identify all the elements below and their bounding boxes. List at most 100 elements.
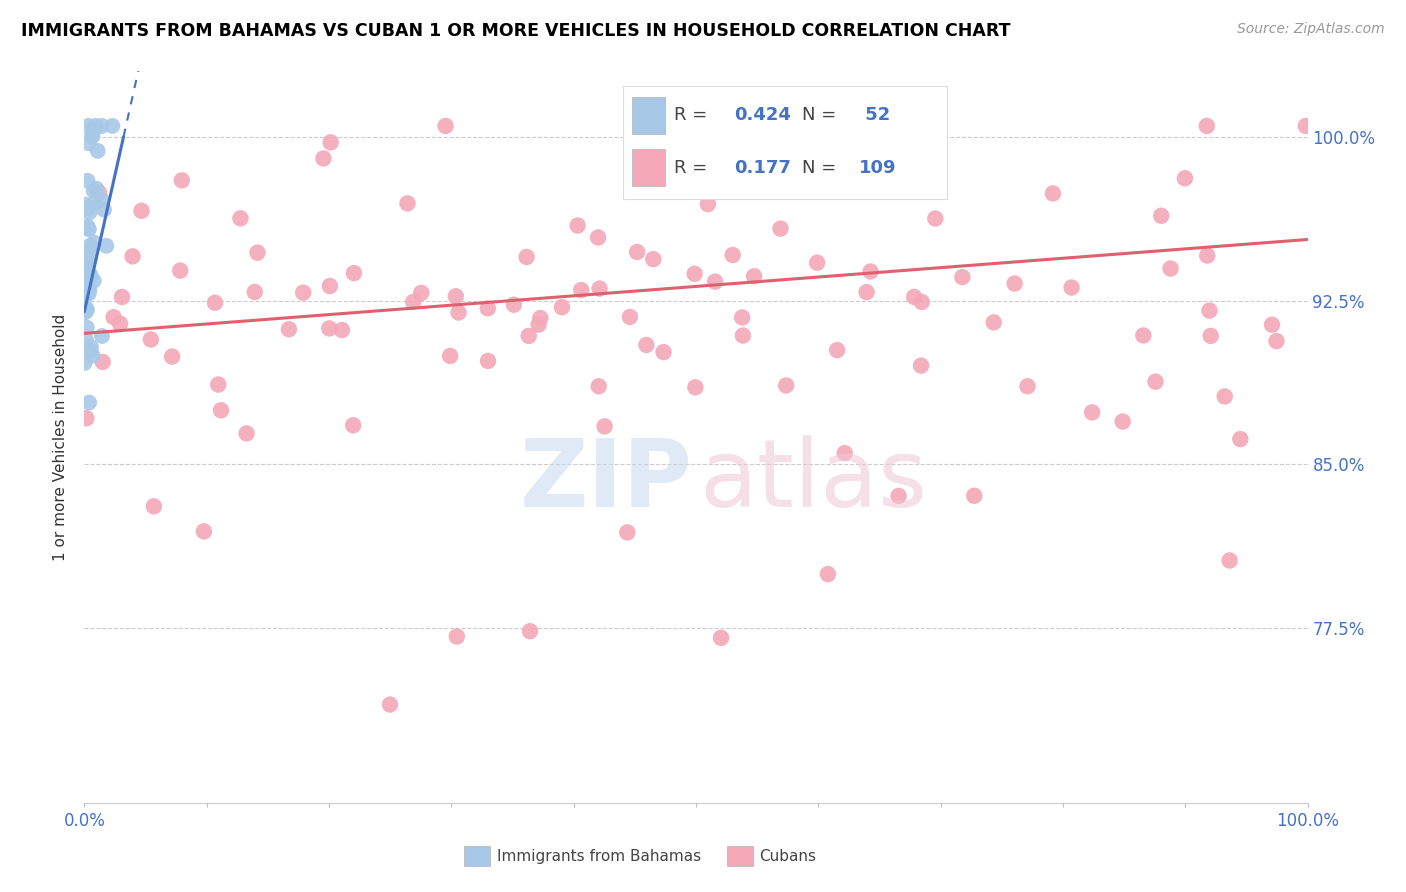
Point: [444, 289, 467, 303]
Point: [79, 283, 101, 297]
Point: [77, 278, 100, 293]
Point: [396, 196, 419, 211]
Point: [626, 244, 648, 259]
Point: [477, 354, 499, 368]
Point: [243, 285, 266, 299]
Point: [378, 698, 401, 712]
Point: [76, 286, 98, 301]
Point: [1060, 280, 1083, 294]
Point: [82, 349, 104, 363]
Y-axis label: 1 or more Vehicles in Household: 1 or more Vehicles in Household: [53, 313, 69, 561]
Point: [83, 184, 105, 198]
Point: [704, 275, 727, 289]
Point: [731, 328, 754, 343]
Point: [83, 274, 105, 288]
Point: [685, 380, 707, 394]
Point: [76, 320, 98, 334]
Point: [1265, 334, 1288, 348]
Point: [910, 359, 932, 373]
Point: [77, 395, 100, 409]
Point: [721, 248, 744, 262]
Text: Source: ZipAtlas.com: Source: ZipAtlas.com: [1237, 22, 1385, 37]
Point: [817, 567, 839, 582]
Point: [411, 285, 433, 300]
Point: [246, 245, 269, 260]
Point: [312, 152, 335, 166]
Point: [696, 197, 718, 211]
Point: [769, 221, 792, 235]
Point: [75, 301, 97, 316]
Point: [1150, 209, 1173, 223]
Text: ZIP: ZIP: [519, 435, 692, 527]
Point: [229, 211, 252, 226]
Point: [529, 310, 551, 325]
Point: [86, 144, 108, 158]
Point: [567, 219, 589, 233]
Point: [193, 524, 215, 539]
Point: [75, 255, 97, 269]
Point: [447, 305, 470, 319]
Point: [235, 426, 257, 441]
Point: [77, 286, 100, 301]
Point: [318, 321, 340, 335]
Point: [825, 343, 848, 358]
Point: [121, 249, 143, 263]
Point: [1017, 379, 1039, 393]
Point: [79, 205, 101, 219]
Point: [1197, 249, 1219, 263]
Point: [616, 525, 638, 540]
Point: [887, 489, 910, 503]
Point: [517, 329, 540, 343]
Point: [775, 378, 797, 392]
Point: [76, 303, 98, 318]
Point: [586, 230, 609, 244]
Point: [77, 136, 100, 151]
Point: [402, 295, 425, 310]
Point: [82, 129, 104, 144]
Point: [77, 201, 100, 215]
Text: Cubans: Cubans: [759, 848, 817, 863]
Point: [710, 631, 733, 645]
Point: [319, 136, 342, 150]
Point: [76, 343, 98, 358]
Point: [292, 285, 315, 300]
Point: [643, 252, 665, 267]
Point: [79, 238, 101, 252]
Point: [439, 349, 461, 363]
Point: [90, 193, 112, 207]
Point: [1261, 318, 1284, 332]
Point: [84, 195, 107, 210]
Point: [1295, 119, 1317, 133]
Point: [83, 121, 105, 136]
Point: [1198, 303, 1220, 318]
Point: [209, 403, 232, 417]
Point: [142, 500, 165, 514]
Point: [80, 340, 103, 354]
Point: [101, 119, 124, 133]
Point: [91, 119, 114, 133]
Point: [75, 411, 97, 425]
Point: [1081, 405, 1104, 419]
Point: [593, 419, 616, 434]
Point: [1219, 553, 1241, 567]
Point: [160, 350, 183, 364]
Point: [79, 344, 101, 359]
Point: [834, 446, 856, 460]
Text: atlas: atlas: [700, 435, 928, 527]
Point: [742, 269, 765, 284]
Point: [87, 186, 110, 200]
Point: [73, 268, 96, 282]
Point: [855, 285, 877, 299]
Point: [924, 211, 946, 226]
Point: [835, 128, 858, 143]
Point: [139, 333, 162, 347]
Point: [73, 197, 96, 211]
Text: Immigrants from Bahamas: Immigrants from Bahamas: [496, 848, 700, 863]
Text: IMMIGRANTS FROM BAHAMAS VS CUBAN 1 OR MORE VEHICLES IN HOUSEHOLD CORRELATION CHA: IMMIGRANTS FROM BAHAMAS VS CUBAN 1 OR MO…: [21, 22, 1011, 40]
Point: [93, 202, 115, 217]
Point: [1111, 415, 1133, 429]
Point: [91, 329, 114, 343]
Point: [950, 270, 973, 285]
Point: [911, 295, 934, 310]
Point: [77, 119, 100, 133]
